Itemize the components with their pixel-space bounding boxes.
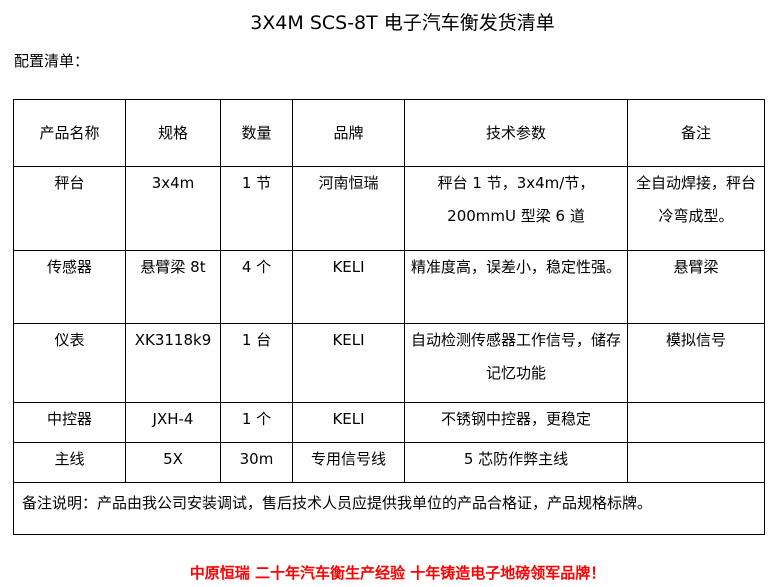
cell: KELI bbox=[292, 250, 405, 324]
table-row: 仪表 XK3118k9 1 台 KELI 自动检测传感器工作信号，储存记忆功能 … bbox=[13, 323, 765, 403]
config-list-label: 配置清单： bbox=[14, 52, 90, 70]
header-cell: 备注 bbox=[627, 99, 765, 167]
cell: KELI bbox=[292, 402, 405, 443]
cell: 精准度高，误差小，稳定性强。 bbox=[404, 250, 628, 324]
cell: 河南恒瑞 bbox=[292, 166, 405, 251]
header-cell: 品牌 bbox=[292, 99, 405, 167]
table-row: 中控器 JXH-4 1 个 KELI 不锈钢中控器，更稳定 bbox=[13, 402, 765, 443]
cell: 全自动焊接，秤台冷弯成型。 bbox=[627, 166, 765, 251]
header-cell: 规格 bbox=[125, 99, 221, 167]
cell: 悬臂梁 8t bbox=[125, 250, 221, 324]
table-row: 传感器 悬臂梁 8t 4 个 KELI 精准度高，误差小，稳定性强。 悬臂梁 bbox=[13, 250, 765, 324]
cell: 1 节 bbox=[220, 166, 293, 251]
cell: XK3118k9 bbox=[125, 323, 221, 403]
table-header-row: 产品名称 规格 数量 品牌 技术参数 备注 bbox=[13, 99, 765, 167]
cell: 5 芯防作弊主线 bbox=[404, 442, 628, 483]
shipping-list-table: 产品名称 规格 数量 品牌 技术参数 备注 秤台 3x4m 1 节 河南恒瑞 秤… bbox=[13, 99, 765, 535]
cell: 仪表 bbox=[13, 323, 126, 403]
cell: 4 个 bbox=[220, 250, 293, 324]
header-cell: 技术参数 bbox=[404, 99, 628, 167]
cell: KELI bbox=[292, 323, 405, 403]
cell: 30m bbox=[220, 442, 293, 483]
cell: 1 个 bbox=[220, 402, 293, 443]
cell: 专用信号线 bbox=[292, 442, 405, 483]
cell: 3x4m bbox=[125, 166, 221, 251]
cell: 秤台 bbox=[13, 166, 126, 251]
cell: 不锈钢中控器，更稳定 bbox=[404, 402, 628, 443]
header-cell: 数量 bbox=[220, 99, 293, 167]
cell: 传感器 bbox=[13, 250, 126, 324]
table-row: 主线 5X 30m 专用信号线 5 芯防作弊主线 bbox=[13, 442, 765, 483]
header-cell: 产品名称 bbox=[13, 99, 126, 167]
cell: 模拟信号 bbox=[627, 323, 765, 403]
table-row: 秤台 3x4m 1 节 河南恒瑞 秤台 1 节，3x4m/节，200mmU 型梁… bbox=[13, 166, 765, 251]
cell: 主线 bbox=[13, 442, 126, 483]
cell: 5X bbox=[125, 442, 221, 483]
cell: 秤台 1 节，3x4m/节，200mmU 型梁 6 道 bbox=[404, 166, 628, 251]
document-title: 3X4M SCS-8T 电子汽车衡发货清单 bbox=[250, 12, 555, 34]
cell: 自动检测传感器工作信号，储存记忆功能 bbox=[404, 323, 628, 403]
cell: 1 台 bbox=[220, 323, 293, 403]
note-row: 备注说明：产品由我公司安装调试，售后技术人员应提供我单位的产品合格证，产品规格标… bbox=[13, 482, 765, 535]
cell: 中控器 bbox=[13, 402, 126, 443]
note-cell: 备注说明：产品由我公司安装调试，售后技术人员应提供我单位的产品合格证，产品规格标… bbox=[13, 482, 765, 535]
cell bbox=[627, 402, 765, 443]
cell bbox=[627, 442, 765, 483]
slogan-footer: 中原恒瑞 二十年汽车衡生产经验 十年铸造电子地磅领军品牌！ bbox=[189, 564, 606, 582]
cell: JXH-4 bbox=[125, 402, 221, 443]
cell: 悬臂梁 bbox=[627, 250, 765, 324]
